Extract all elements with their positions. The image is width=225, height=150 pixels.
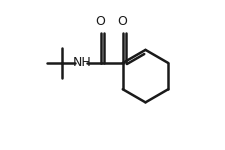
Text: NH: NH: [72, 57, 91, 69]
Text: O: O: [95, 15, 105, 28]
Text: O: O: [117, 15, 126, 28]
